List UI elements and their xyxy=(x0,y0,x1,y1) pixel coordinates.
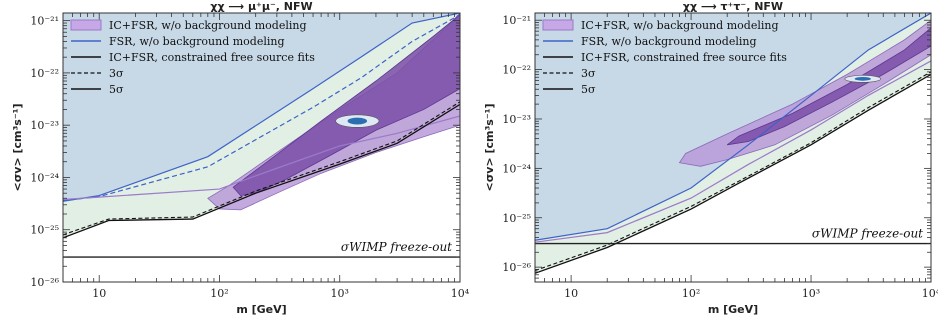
x-tick-label: 10² xyxy=(682,287,700,300)
series-line-5 xyxy=(63,101,460,236)
legend-label: 5σ xyxy=(109,83,124,96)
legend: IC+FSR, w/o background modeling FSR, w/o … xyxy=(70,19,315,96)
x-tick-label: 10³ xyxy=(802,287,820,300)
legend-label: 5σ xyxy=(581,83,596,96)
allowed-region xyxy=(535,13,931,274)
legend-label: FSR, w/o background modeling xyxy=(109,35,285,48)
legend-label: IC+FSR, constrained free source fits xyxy=(581,51,787,64)
x-tick-label: 10³ xyxy=(331,287,349,300)
x-tick-label: 10 xyxy=(564,287,578,300)
series-line-1 xyxy=(63,13,460,202)
legend-label: IC+FSR, constrained free source fits xyxy=(109,51,315,64)
legend-swatch-purple xyxy=(70,19,102,31)
y-axis-label: <σv> [cm³s⁻¹] xyxy=(483,103,496,191)
y-tick-label: 10⁻²² xyxy=(502,64,531,77)
y-tick-label: 10⁻²⁵ xyxy=(30,224,59,237)
legend-label: IC+FSR, w/o background modeling xyxy=(109,19,306,32)
y-axis-label: <σv> [cm³s⁻¹] xyxy=(11,103,24,191)
y-tick-label: 10⁻²⁴ xyxy=(502,162,531,175)
legend: IC+FSR, w/o background modeling FSR, w/o … xyxy=(542,19,787,96)
plot-frame xyxy=(534,12,932,283)
plot-frame xyxy=(62,12,461,283)
series-line-3 xyxy=(63,115,460,201)
x-tick-label: 10⁴ xyxy=(922,287,938,300)
wimp-annotation: σWIMP freeze-out xyxy=(341,240,452,254)
chart-panel-2: σWIMP freeze-out 10 10² 10³ 10⁴ 10⁻²¹ 10⁻²² 10⁻… xyxy=(483,0,938,316)
y-tick-label: 10⁻²⁴ xyxy=(30,171,59,184)
legend-swatch-purple xyxy=(542,19,574,31)
legend-label: 3σ xyxy=(581,67,596,80)
excluded-region xyxy=(535,13,931,241)
chart-panel-1: σWIMP freeze-out 10 10² 10³ 10⁴ 10⁻²¹ 10⁻²² 10⁻… xyxy=(11,0,470,316)
y-tick-label: 10⁻²⁵ xyxy=(502,212,531,225)
chart-title: χχ ⟶ τ⁺τ⁻, NFW xyxy=(683,0,783,13)
best-fit-core xyxy=(347,117,368,125)
y-tick-label: 10⁻²¹ xyxy=(502,14,531,27)
plot-area xyxy=(535,13,931,274)
y-tick-label: 10⁻²³ xyxy=(30,119,59,132)
allowed-region xyxy=(63,13,460,238)
series-line-2 xyxy=(535,60,931,243)
plot-area xyxy=(63,13,460,258)
legend-label: FSR, w/o background modeling xyxy=(581,35,757,48)
series-line-4 xyxy=(535,71,931,272)
contour-5sigma xyxy=(232,14,460,197)
y-tick-label: 10⁻²² xyxy=(30,67,59,80)
best-fit-core xyxy=(854,76,871,81)
legend-label: 3σ xyxy=(109,67,124,80)
legend-label: IC+FSR, w/o background modeling xyxy=(581,19,778,32)
excluded-region xyxy=(63,13,460,202)
wimp-annotation: σWIMP freeze-out xyxy=(812,227,923,241)
y-tick-label: 10⁻²¹ xyxy=(30,15,59,28)
x-tick-label: 10⁴ xyxy=(451,287,470,300)
series-line-3 xyxy=(535,73,931,274)
y-tick-label: 10⁻²³ xyxy=(502,113,531,126)
x-tick-label: 10² xyxy=(210,287,228,300)
y-tick-label: 10⁻²⁶ xyxy=(30,276,59,289)
series-line-1 xyxy=(535,13,931,241)
x-tick-label: 10 xyxy=(92,287,106,300)
contour-3sigma xyxy=(678,19,931,167)
x-axis-label: m [GeV] xyxy=(708,303,758,316)
x-axis-label: m [GeV] xyxy=(236,303,286,316)
y-tick-label: 10⁻²⁶ xyxy=(502,261,531,274)
series-line-4 xyxy=(63,103,460,239)
chart-title: χχ ⟶ μ⁺μ⁻, NFW xyxy=(210,0,312,13)
